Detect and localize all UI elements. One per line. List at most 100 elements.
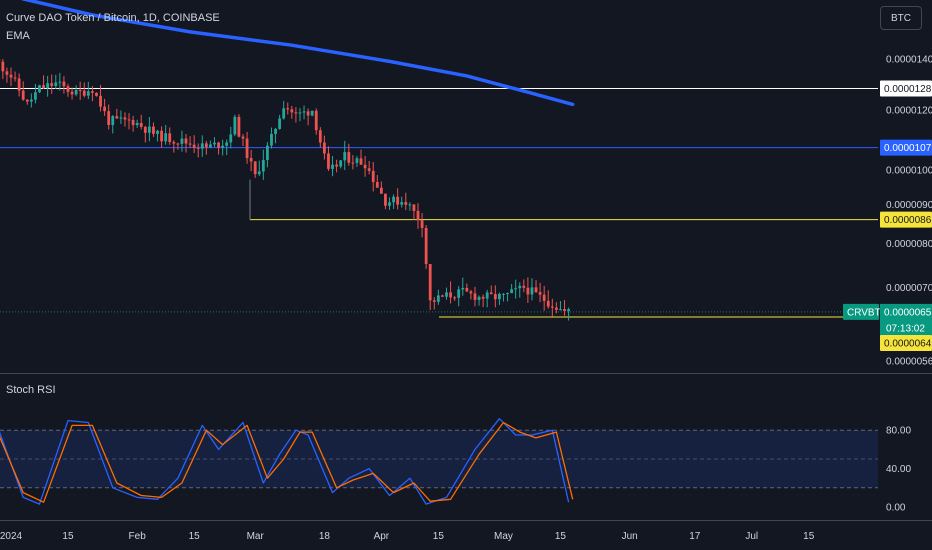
candle-body (379, 187, 383, 194)
candle-body (441, 295, 444, 297)
price-axis-label: 0.0000120 (886, 105, 932, 116)
candle-body (221, 145, 225, 148)
candle-body (518, 285, 522, 289)
stoch-rsi-band (0, 430, 878, 488)
candle-body (457, 289, 461, 298)
candle-body (428, 263, 432, 301)
price-axis-label: 0.0000140 (886, 55, 932, 66)
badge-countdown: 07:13:02 (886, 323, 925, 334)
candle-body (286, 108, 290, 110)
candle-body (339, 160, 343, 167)
candle-body (481, 296, 485, 299)
time-axis-label: Jul (745, 531, 758, 542)
candle-body (404, 202, 408, 205)
candle-body (5, 71, 9, 75)
candle-body (270, 133, 273, 146)
candle-body (225, 142, 229, 146)
candle-body (29, 99, 33, 102)
candle-body (489, 292, 493, 295)
stoch-rsi-k-line (0, 418, 570, 505)
candle-body (107, 111, 111, 125)
candle-body (400, 202, 404, 205)
candle-body (473, 293, 477, 300)
candle-body (554, 307, 558, 310)
candle-body (82, 90, 86, 96)
badge-107: 0.0000107 (884, 143, 932, 154)
candle-body (34, 92, 37, 100)
candle-body (485, 292, 489, 299)
candle-body (139, 122, 143, 127)
price-axis-label: 0.0000100 (886, 165, 932, 176)
candle-body (445, 292, 448, 297)
badge-64: 0.0000064 (884, 338, 932, 349)
candle-body (58, 81, 62, 83)
candle-body (538, 292, 542, 295)
candle-body (86, 91, 90, 96)
stoch-rsi-axis-label: 40.00 (886, 464, 911, 475)
candle-body (143, 126, 147, 133)
candle-body (367, 168, 371, 171)
time-axis-label: 17 (689, 531, 701, 542)
badge-107-bg (880, 139, 932, 156)
badge-64-bg (880, 334, 932, 351)
candle-body (38, 85, 41, 93)
chart-title: Curve DAO Token / Bitcoin, 1D, COINBASE (6, 12, 220, 24)
candle-body (74, 89, 78, 95)
candle-body (416, 210, 420, 221)
candle-body (510, 289, 514, 294)
candle-body (184, 138, 188, 144)
time-axis-label: Apr (374, 531, 390, 542)
candle-body (461, 287, 465, 290)
candle-body (530, 287, 534, 295)
candle-body (322, 142, 326, 154)
candle-body (449, 292, 452, 298)
candle-body (546, 300, 550, 307)
candle-body (371, 170, 375, 183)
candle-body (469, 291, 473, 294)
candle-body (127, 119, 131, 121)
stoch-rsi-d-line (0, 421, 574, 503)
time-axis-label: 15 (433, 531, 445, 542)
candle-body (9, 74, 13, 78)
candle-body (534, 287, 538, 293)
badge-current-price: 0.0000065 (884, 307, 932, 318)
candle-body (103, 106, 107, 112)
candle-body (204, 143, 208, 148)
candle-body (54, 82, 58, 86)
candle-body (42, 85, 45, 89)
candle-body (200, 143, 204, 149)
candle-body (347, 152, 351, 163)
candle-body (477, 296, 481, 300)
candle-body (21, 90, 25, 100)
candle-body (302, 111, 306, 113)
candle-body (278, 118, 282, 129)
candle-body (135, 122, 139, 126)
candle-body (514, 288, 518, 290)
candle-body (95, 92, 98, 96)
candle-body (274, 128, 277, 134)
candle-body (261, 160, 265, 172)
time-axis-label: 15 (555, 531, 567, 542)
ema-legend[interactable]: EMA (6, 30, 30, 42)
candle-body (424, 227, 428, 264)
candle-body (1, 61, 5, 72)
candle-body (249, 158, 253, 162)
stoch-rsi-legend[interactable]: Stoch RSI (6, 384, 56, 396)
candle-body (115, 116, 119, 119)
candle-body (188, 143, 192, 145)
candle-body (290, 109, 294, 113)
time-axis-label: 15 (62, 531, 74, 542)
time-axis-label: May (494, 531, 513, 542)
candle-body (253, 161, 257, 175)
candle-body (229, 134, 233, 143)
candle-body (363, 164, 367, 169)
candle-body (465, 287, 469, 292)
candle-body (359, 158, 363, 165)
currency-button[interactable]: BTC (880, 6, 922, 30)
candle-body (168, 133, 172, 142)
candle-body (257, 171, 261, 175)
candle-body (209, 144, 212, 148)
candle-body (502, 293, 505, 295)
candle-body (306, 111, 310, 116)
